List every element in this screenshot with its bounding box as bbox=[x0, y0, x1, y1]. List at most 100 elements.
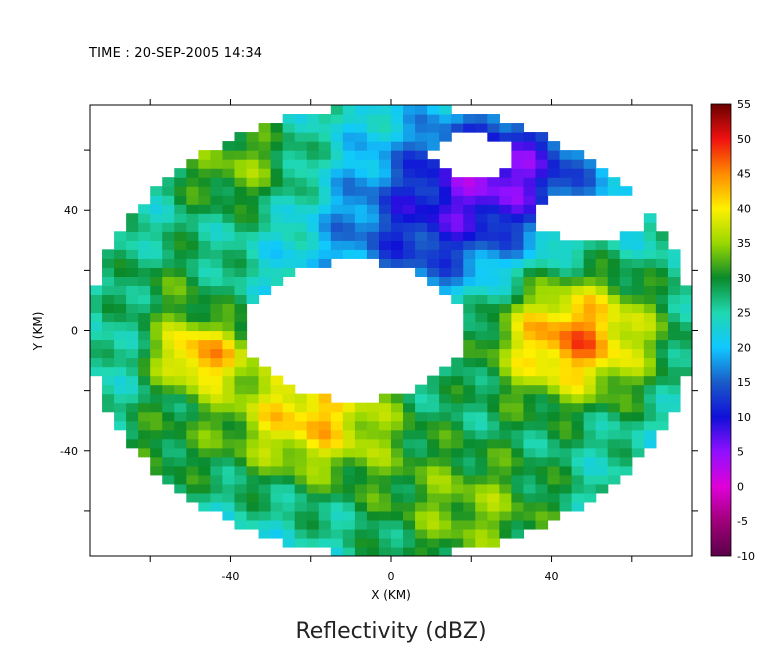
heatmap-cell bbox=[246, 447, 260, 458]
heatmap-cell bbox=[427, 537, 440, 548]
heatmap-cell bbox=[559, 177, 573, 187]
heatmap-cell bbox=[415, 492, 428, 503]
heatmap-cell bbox=[427, 240, 440, 250]
heatmap-cell bbox=[487, 528, 500, 539]
heatmap-cell bbox=[270, 132, 284, 142]
heatmap-cell bbox=[294, 501, 308, 512]
heatmap-cell bbox=[318, 393, 332, 404]
heatmap-cell bbox=[475, 366, 488, 377]
heatmap-cell bbox=[475, 312, 488, 323]
heatmap-cell bbox=[258, 159, 272, 169]
heatmap-cell bbox=[559, 285, 573, 296]
heatmap-cell bbox=[511, 384, 525, 395]
heatmap-cell bbox=[511, 177, 525, 187]
heatmap-cell bbox=[559, 465, 573, 476]
heatmap-cell bbox=[463, 114, 476, 124]
heatmap-cell bbox=[511, 438, 525, 449]
heatmap-cell bbox=[511, 339, 525, 350]
heatmap-cell bbox=[342, 204, 356, 214]
heatmap-cell bbox=[595, 474, 609, 485]
heatmap-cell bbox=[607, 402, 621, 413]
heatmap-cell bbox=[535, 285, 549, 296]
heatmap-cell bbox=[222, 384, 236, 395]
heatmap-cell bbox=[342, 177, 356, 187]
heatmap-cell bbox=[270, 150, 284, 160]
heatmap-cell bbox=[559, 150, 573, 160]
heatmap-cell bbox=[595, 357, 609, 368]
heatmap-cell bbox=[499, 123, 512, 133]
heatmap-cell bbox=[439, 231, 452, 241]
heatmap-cell bbox=[667, 402, 681, 413]
heatmap-cell bbox=[619, 366, 633, 377]
heatmap-cell bbox=[114, 366, 127, 377]
heatmap-cell bbox=[655, 348, 669, 359]
heatmap-cell bbox=[607, 366, 621, 377]
heatmap-cell bbox=[210, 150, 224, 160]
heatmap-cell bbox=[294, 456, 308, 467]
heatmap-cell bbox=[607, 321, 621, 332]
heatmap-cell bbox=[162, 429, 175, 440]
heatmap-cell bbox=[270, 159, 284, 169]
heatmap-cell bbox=[102, 384, 115, 395]
heatmap-cell bbox=[354, 465, 368, 476]
heatmap-cell bbox=[535, 519, 549, 530]
heatmap-cell bbox=[258, 492, 272, 503]
heatmap-cell bbox=[559, 420, 573, 431]
heatmap-cell bbox=[463, 393, 476, 404]
heatmap-cell bbox=[234, 483, 248, 494]
heatmap-cell bbox=[667, 267, 681, 277]
heatmap-cell bbox=[427, 204, 440, 214]
heatmap-cell bbox=[306, 222, 320, 232]
heatmap-cell bbox=[403, 501, 416, 512]
heatmap-cell bbox=[126, 420, 139, 431]
heatmap-cell bbox=[487, 276, 500, 286]
heatmap-cell bbox=[499, 375, 512, 386]
heatmap-cell bbox=[415, 528, 428, 539]
heatmap-cell bbox=[679, 330, 692, 341]
heatmap-cell bbox=[439, 222, 452, 232]
colorbar-tick-label: -5 bbox=[737, 515, 748, 528]
heatmap-cell bbox=[318, 204, 332, 214]
heatmap-cell bbox=[583, 330, 597, 341]
heatmap-cell bbox=[102, 348, 115, 359]
heatmap-cell bbox=[463, 456, 476, 467]
heatmap-cell bbox=[366, 159, 380, 169]
heatmap-cell bbox=[487, 231, 500, 241]
heatmap-cell bbox=[475, 429, 488, 440]
heatmap-cell bbox=[523, 213, 537, 223]
heatmap-cell bbox=[463, 366, 476, 377]
heatmap-cell bbox=[258, 150, 272, 160]
heatmap-cell bbox=[258, 249, 272, 259]
heatmap-cell bbox=[102, 375, 115, 386]
heatmap-cell bbox=[174, 213, 187, 223]
heatmap-cell bbox=[427, 546, 440, 556]
heatmap-cell bbox=[138, 213, 151, 223]
heatmap-cell bbox=[427, 402, 440, 413]
heatmap-cell bbox=[535, 177, 549, 187]
heatmap-cell bbox=[655, 258, 669, 268]
heatmap-cell bbox=[463, 204, 476, 214]
heatmap-cell bbox=[427, 132, 440, 142]
heatmap-cell bbox=[150, 348, 163, 359]
heatmap-cell bbox=[547, 402, 561, 413]
heatmap-cell bbox=[222, 492, 236, 503]
heatmap-cell bbox=[246, 375, 260, 386]
heatmap-cell bbox=[198, 168, 211, 178]
heatmap-cell bbox=[246, 285, 260, 296]
heatmap-cell bbox=[499, 231, 512, 241]
heatmap-cell bbox=[114, 231, 127, 241]
heatmap-cell bbox=[210, 447, 224, 458]
heatmap-cell bbox=[354, 492, 368, 503]
heatmap-cell bbox=[234, 501, 248, 512]
heatmap-cell bbox=[126, 429, 139, 440]
heatmap-cell bbox=[499, 132, 512, 142]
heatmap-cell bbox=[186, 384, 199, 395]
heatmap-cell bbox=[403, 150, 416, 160]
heatmap-cell bbox=[90, 312, 103, 323]
heatmap-cell bbox=[499, 213, 512, 223]
heatmap-cell bbox=[463, 321, 476, 332]
heatmap-cell bbox=[150, 402, 163, 413]
heatmap-cell bbox=[330, 141, 344, 151]
heatmap-cell bbox=[258, 231, 272, 241]
heatmap-cell bbox=[378, 249, 392, 259]
